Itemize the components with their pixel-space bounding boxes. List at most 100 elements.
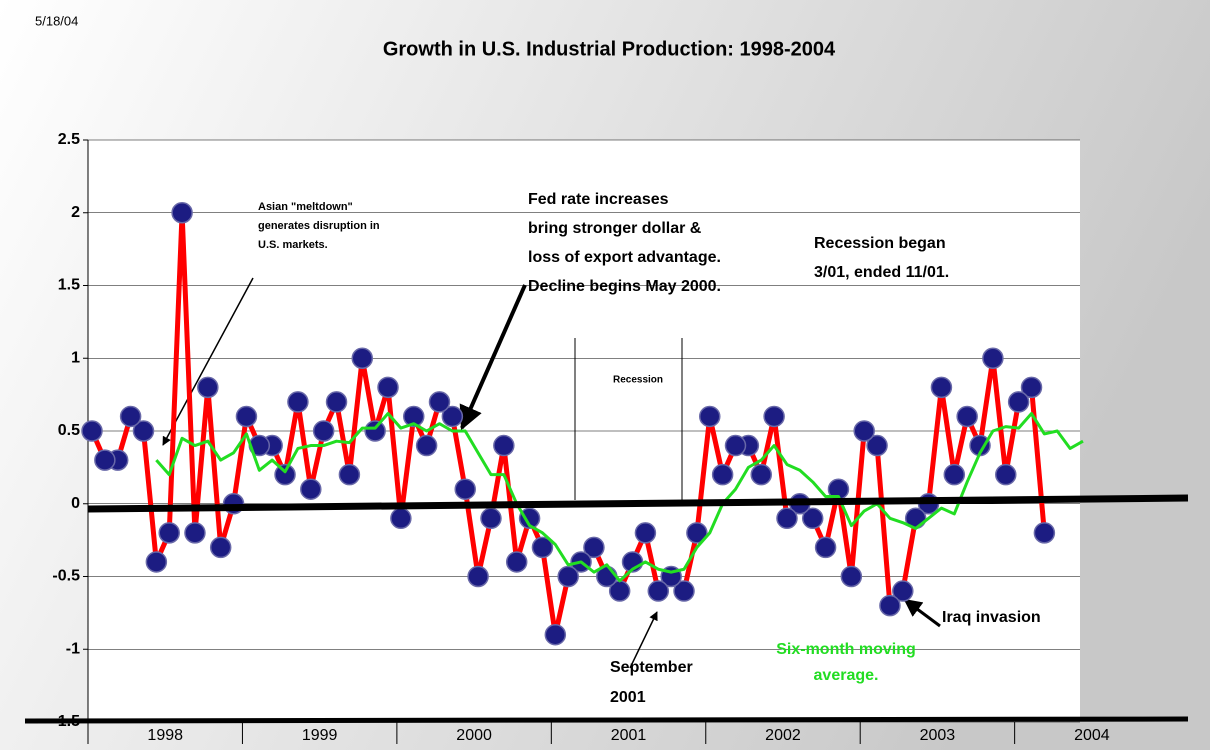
point bbox=[634, 522, 657, 544]
year-label: 2000 bbox=[456, 727, 492, 744]
point bbox=[518, 507, 541, 530]
point bbox=[763, 405, 785, 428]
annotation: 2001 bbox=[610, 689, 646, 706]
point bbox=[119, 405, 142, 428]
point bbox=[351, 347, 374, 369]
point bbox=[377, 376, 399, 399]
point bbox=[390, 507, 412, 530]
annotation: Recession began bbox=[814, 235, 946, 252]
point bbox=[171, 202, 193, 224]
point bbox=[750, 463, 772, 486]
bottom-line bbox=[24, 716, 1189, 724]
point bbox=[776, 507, 798, 530]
zero-line bbox=[87, 494, 1189, 513]
point bbox=[1033, 522, 1056, 544]
year-label: 2001 bbox=[611, 727, 647, 744]
y-tick-label: -0.5 bbox=[52, 568, 80, 585]
point bbox=[699, 405, 721, 428]
point bbox=[274, 463, 296, 486]
point bbox=[711, 463, 734, 486]
y-tick-label: 0.5 bbox=[58, 422, 80, 439]
point bbox=[209, 536, 232, 559]
annotation: Six-month moving bbox=[776, 641, 916, 658]
y-tick-label: -1 bbox=[66, 640, 80, 657]
annotation: U.S. markets. bbox=[258, 239, 328, 251]
point bbox=[428, 391, 451, 413]
point bbox=[814, 536, 837, 559]
arrow bbox=[459, 284, 527, 431]
point bbox=[647, 580, 670, 602]
point bbox=[312, 420, 335, 442]
year-label: 2002 bbox=[765, 727, 801, 744]
point bbox=[197, 376, 219, 399]
point bbox=[544, 623, 567, 646]
point bbox=[235, 405, 258, 428]
point bbox=[287, 391, 309, 413]
point bbox=[467, 565, 489, 588]
point bbox=[1020, 376, 1043, 399]
y-tick-label: 1.5 bbox=[58, 277, 80, 294]
point bbox=[673, 580, 695, 602]
year-label: 2003 bbox=[920, 727, 956, 744]
point bbox=[415, 434, 438, 457]
annotation: average. bbox=[814, 667, 879, 684]
annotation: bring stronger dollar & bbox=[528, 220, 702, 237]
point bbox=[1007, 391, 1030, 413]
point bbox=[930, 376, 953, 399]
point bbox=[158, 522, 180, 544]
y-tick-label: 2.5 bbox=[58, 131, 80, 148]
annotation: Iraq invasion bbox=[942, 609, 1041, 626]
y-tick-label: 0 bbox=[71, 495, 80, 512]
point bbox=[493, 434, 515, 457]
point bbox=[403, 405, 425, 428]
series-line bbox=[155, 412, 1084, 583]
point bbox=[81, 420, 103, 442]
point bbox=[995, 463, 1017, 486]
point bbox=[531, 536, 554, 559]
annotation: Recession bbox=[613, 375, 663, 386]
y-tick-label: 2 bbox=[71, 204, 80, 221]
arrow bbox=[629, 611, 658, 669]
year-label: 1999 bbox=[302, 727, 338, 744]
arrow bbox=[903, 598, 941, 628]
y-tick-label: 1 bbox=[71, 349, 80, 366]
point bbox=[801, 507, 824, 530]
point bbox=[724, 434, 747, 457]
year-label: 2004 bbox=[1074, 727, 1110, 744]
point bbox=[505, 551, 528, 573]
y-tick-label: -1.5 bbox=[52, 713, 80, 730]
point bbox=[441, 405, 464, 428]
point bbox=[866, 434, 888, 457]
annotation: Fed rate increases bbox=[528, 191, 669, 208]
point bbox=[94, 449, 116, 471]
date-stamp: 5/18/04 bbox=[35, 13, 78, 28]
point bbox=[480, 507, 502, 530]
chart-title: Growth in U.S. Industrial Production: 19… bbox=[383, 38, 836, 60]
point bbox=[583, 536, 605, 559]
year-label: 1998 bbox=[147, 727, 183, 744]
point bbox=[956, 405, 978, 428]
point bbox=[557, 565, 579, 588]
arrow bbox=[162, 277, 254, 446]
point bbox=[300, 478, 322, 500]
point bbox=[338, 463, 361, 486]
annotation: Asian "meltdown" bbox=[258, 201, 353, 213]
point bbox=[943, 463, 966, 486]
point bbox=[879, 594, 901, 617]
annotation: loss of export advantage. bbox=[528, 249, 721, 266]
annotation: Decline begins May 2000. bbox=[528, 278, 721, 295]
point bbox=[364, 420, 386, 442]
point bbox=[840, 565, 863, 588]
point bbox=[184, 522, 206, 544]
point bbox=[982, 347, 1004, 369]
point bbox=[892, 580, 914, 602]
point bbox=[325, 391, 348, 413]
annotation: September bbox=[610, 659, 693, 676]
annotation: 3/01, ended 11/01. bbox=[814, 264, 949, 281]
point bbox=[132, 420, 155, 442]
point bbox=[145, 551, 168, 573]
point bbox=[686, 522, 708, 544]
point bbox=[454, 478, 476, 500]
annotation: generates disruption in bbox=[258, 220, 380, 232]
